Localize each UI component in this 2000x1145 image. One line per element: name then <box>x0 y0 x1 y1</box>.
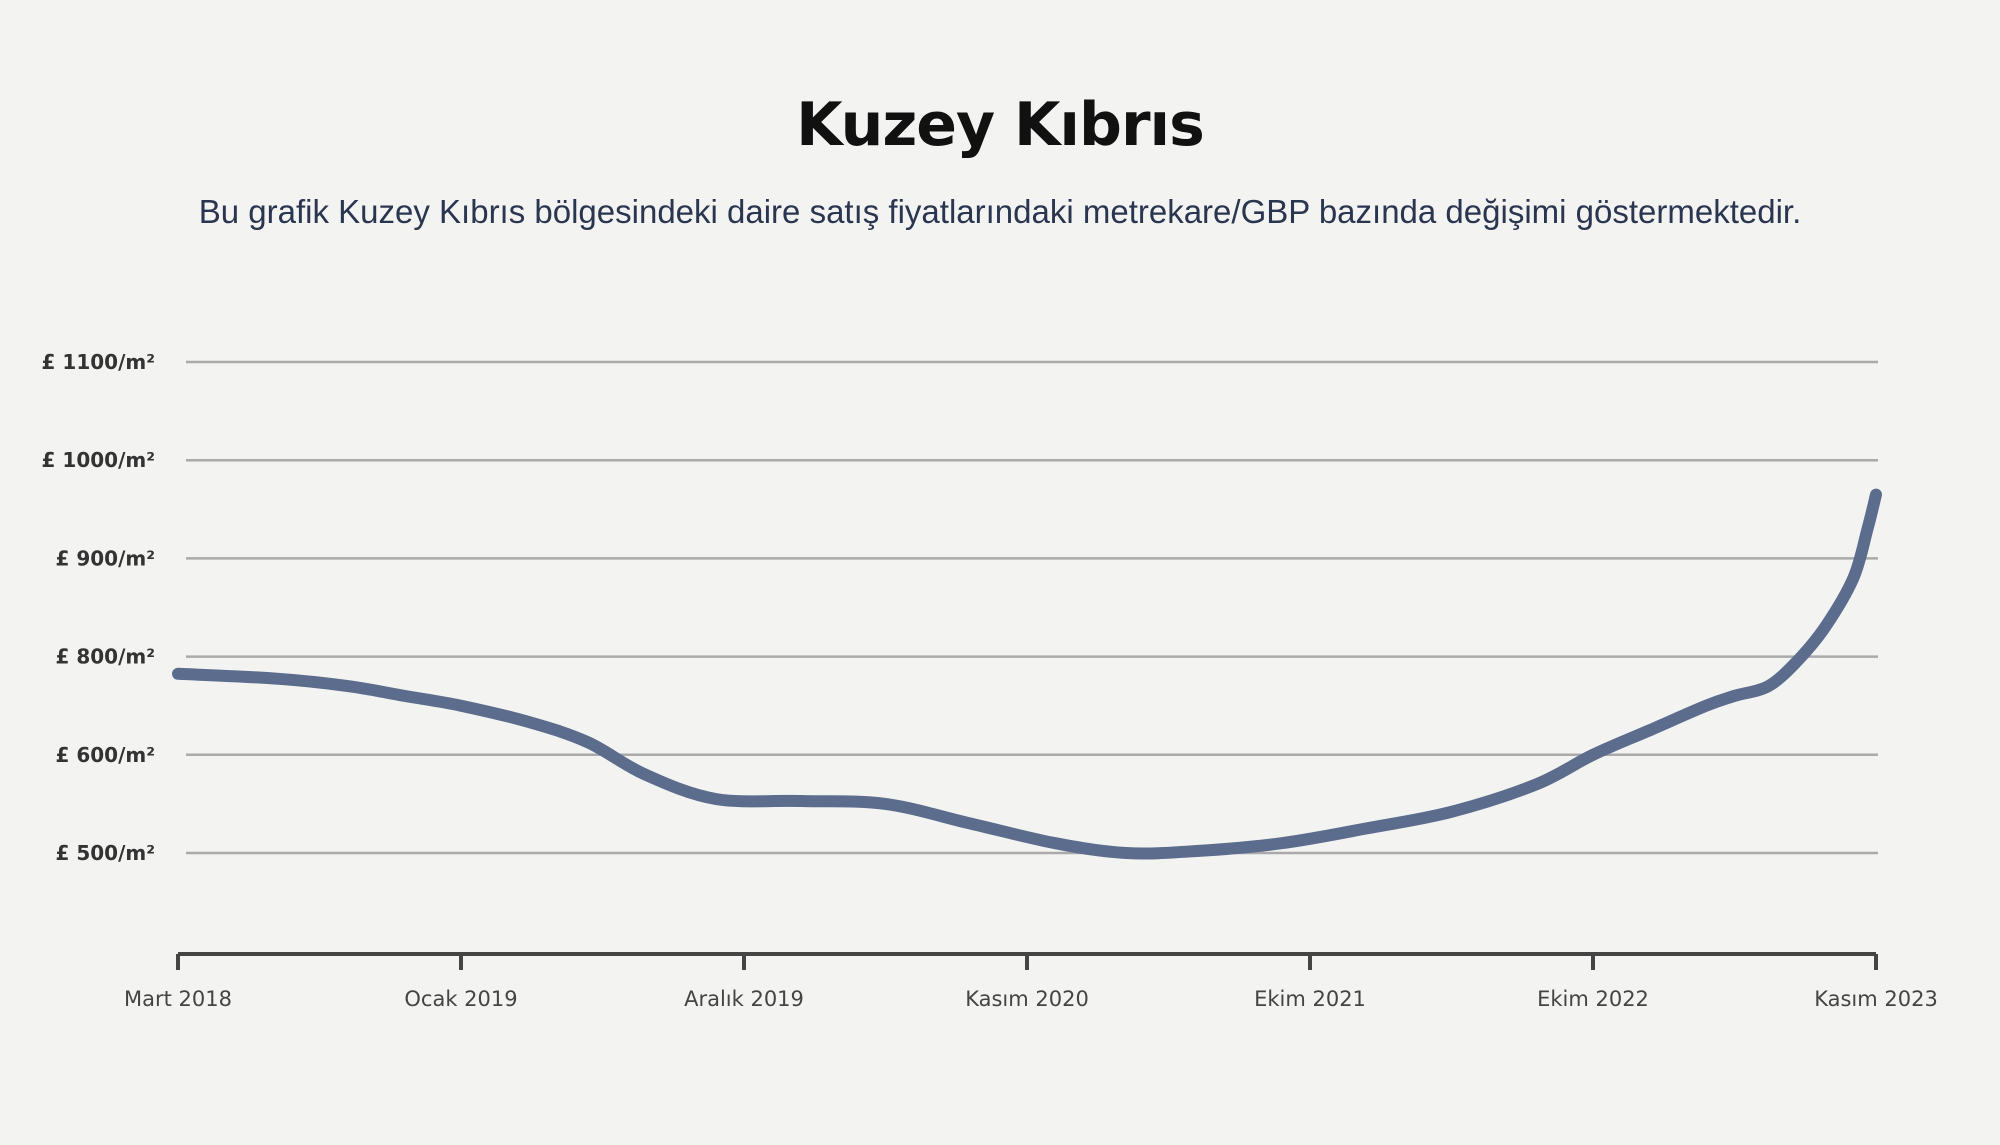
y-tick-label: £ 600/m² <box>55 743 155 767</box>
x-tick-label: Aralık 2019 <box>684 987 804 1011</box>
x-tick-label: Ekim 2021 <box>1254 987 1366 1011</box>
x-tick-label: Kasım 2023 <box>1814 987 1938 1011</box>
y-tick-label: £ 1000/m² <box>42 448 155 472</box>
chart-title: Kuzey Kıbrıs <box>796 90 1205 160</box>
x-tick-label: Ocak 2019 <box>404 987 517 1011</box>
y-tick-label: £ 900/m² <box>55 546 155 570</box>
y-tick-label: £ 1100/m² <box>42 350 155 374</box>
gridlines <box>186 360 1878 855</box>
series-layer <box>172 488 1882 860</box>
x-axis-labels: Mart 2018 Ocak 2019 Aralık 2019 Kasım 2020 E… <box>124 987 1938 1011</box>
x-tick-label: Kasım 2020 <box>965 987 1089 1011</box>
x-tick-label: Mart 2018 <box>124 987 232 1011</box>
x-axis-ticks <box>176 954 1878 970</box>
y-axis-labels: £ 1100/m² £ 1000/m² £ 900/m² £ 800/m² £ 600/… <box>42 350 155 865</box>
x-tick-label: Ekim 2022 <box>1537 987 1649 1011</box>
y-tick-label: £ 800/m² <box>55 645 155 669</box>
series-line <box>172 488 1882 860</box>
chart-subtitle: Bu grafik Kuzey Kıbrıs bölgesindeki dair… <box>198 193 1802 230</box>
y-tick-label: £ 500/m² <box>55 841 155 865</box>
